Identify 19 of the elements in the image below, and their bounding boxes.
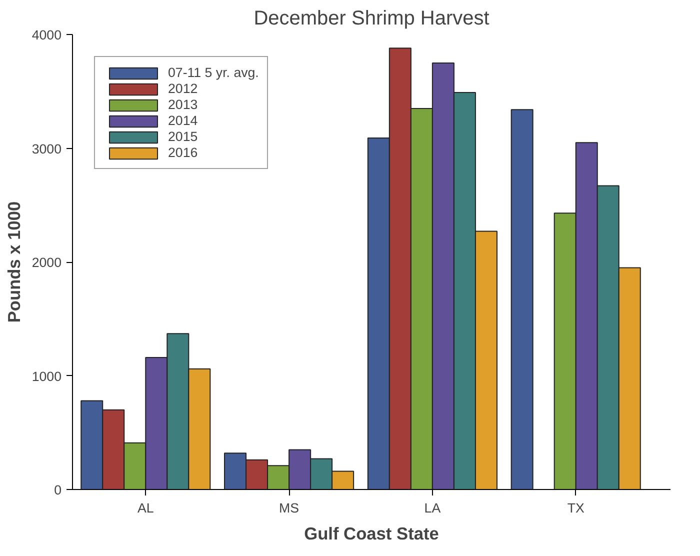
y-tick-label: 2000 xyxy=(32,255,62,270)
bar xyxy=(510,109,534,490)
legend-label: 2015 xyxy=(168,129,198,144)
legend-label: 2014 xyxy=(168,113,198,128)
legend-label: 2012 xyxy=(168,81,198,96)
x-tick-label: AL xyxy=(137,500,154,516)
y-tick-label: 3000 xyxy=(32,141,62,156)
y-tick-label: 4000 xyxy=(32,28,62,42)
x-tick-label: LA xyxy=(424,500,441,516)
y-tick-label: 0 xyxy=(54,482,62,498)
x-tick-label: TX xyxy=(567,500,584,516)
y-tick-label: 1000 xyxy=(32,368,62,384)
legend-label: 07-11 5 yr. avg. xyxy=(168,65,259,80)
legend-label: 2016 xyxy=(168,145,198,160)
x-axis-title: Gulf Coast State xyxy=(304,524,440,544)
chart-title: December Shrimp Harvest xyxy=(254,8,490,30)
y-axis-title: Pounds x 1000 xyxy=(4,201,24,323)
legend-label: 2013 xyxy=(168,97,198,112)
x-tick-label: MS xyxy=(279,500,300,516)
